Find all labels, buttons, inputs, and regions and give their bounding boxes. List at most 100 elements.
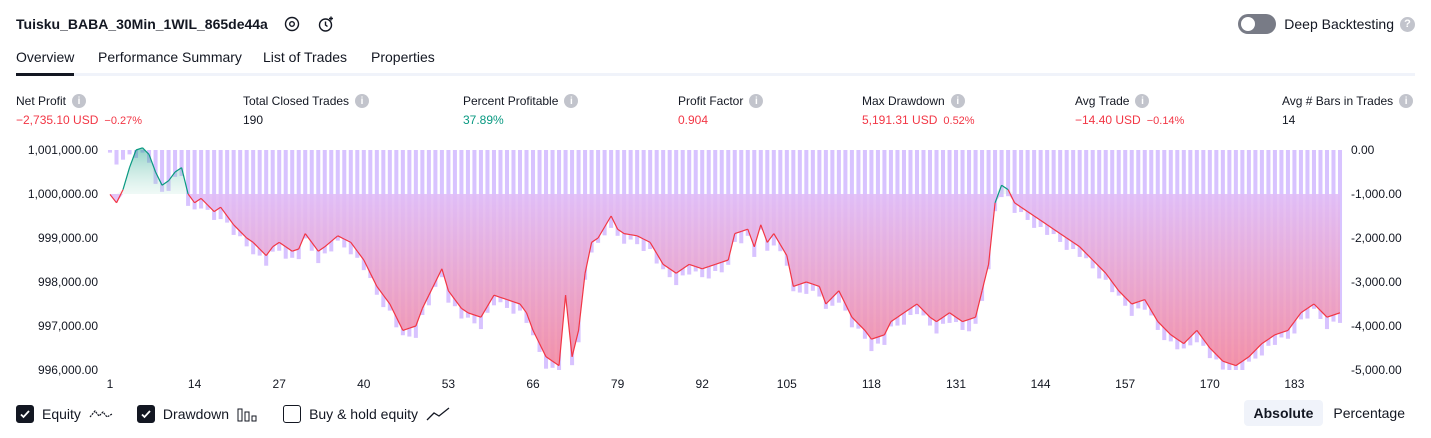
equity-line-segment (350, 242, 358, 252)
mode-percentage-button[interactable]: Percentage (1333, 405, 1405, 421)
add-alert-icon[interactable] (316, 14, 336, 34)
settings-icon[interactable] (282, 14, 302, 34)
equity-line-segment (161, 180, 169, 186)
legend-buy-hold[interactable]: Buy & hold equity (283, 405, 450, 423)
equity-line-segment (1215, 354, 1224, 362)
report-header: Tuisku_BABA_30Min_1WIL_865de44a (16, 12, 336, 36)
equity-line-segment (1098, 266, 1107, 274)
equity-line-segment (454, 299, 462, 309)
equity-line-segment (532, 330, 541, 344)
equity-line-segment (1033, 215, 1041, 221)
right-axis-tick: -1,000.00 (1351, 187, 1402, 201)
mode-absolute-button[interactable]: Absolute (1243, 400, 1324, 426)
stat-profit-factor: Profit Factor i 0.904 (678, 93, 764, 127)
equity-checkbox[interactable] (16, 405, 34, 423)
equity-line-segment (474, 314, 482, 318)
equity-area-above (110, 147, 1340, 194)
value-mode-switch: Absolute Percentage (1243, 400, 1416, 426)
equity-line-segment (1183, 336, 1191, 345)
equity-line-segment (1163, 327, 1172, 336)
strategy-title: Tuisku_BABA_30Min_1WIL_865de44a (16, 16, 268, 32)
info-icon[interactable]: i (564, 94, 579, 108)
equity-line-segment (233, 224, 241, 232)
equity-line-segment (1105, 272, 1113, 283)
drawdown-bar (1045, 150, 1050, 235)
info-icon[interactable]: i (1135, 94, 1150, 108)
equity-line-segment (877, 334, 885, 338)
info-icon[interactable]: i (749, 94, 764, 108)
equity-line-segment (1261, 338, 1269, 345)
x-axis-tick: 170 (1200, 377, 1220, 391)
info-icon[interactable]: i (355, 94, 370, 108)
x-axis-tick: 1 (107, 377, 114, 391)
equity-line-segment (1053, 228, 1061, 235)
max-drawdown-pct: 0.52% (943, 115, 975, 127)
info-icon[interactable]: i (72, 94, 87, 108)
equity-line-segment (962, 318, 970, 323)
equity-line-segment (389, 303, 397, 318)
net-profit-pct: −0.27% (104, 115, 143, 127)
avg-bars-value: 14 (1282, 113, 1296, 127)
legend-equity[interactable]: Equity (16, 405, 113, 423)
equity-line-segment (500, 296, 508, 301)
equity-line-segment (831, 290, 840, 298)
toggle-knob (1241, 17, 1256, 31)
equity-line-segment (1027, 211, 1035, 217)
stat-label: Avg Trade (1075, 94, 1130, 108)
equity-line-segment (356, 250, 365, 261)
deep-backtesting-toggle[interactable] (1238, 14, 1277, 34)
equity-line-segment (1092, 259, 1100, 268)
drawdown-bar (107, 150, 113, 153)
tab-list-of-trades[interactable]: List of Trades (263, 49, 348, 65)
equity-line-segment (1040, 219, 1048, 226)
drawdown-bar (231, 150, 236, 235)
equity-line-segment (949, 312, 957, 318)
drawdown-checkbox[interactable] (136, 405, 155, 423)
equity-line-segment (1222, 360, 1230, 364)
equity-drawdown-chart[interactable]: 1,001,000.00 1,000,000.00 999,000.00 998,00… (0, 140, 1431, 395)
help-icon[interactable]: ? (1400, 16, 1415, 32)
equity-line-segment (844, 303, 853, 318)
drawdown-bar (1025, 150, 1030, 220)
drawdown-bar (166, 150, 171, 191)
equity-line-segment (584, 242, 593, 274)
equity-line-segment (1170, 334, 1178, 340)
tab-overview[interactable]: Overview (16, 49, 75, 76)
equity-line-segment (897, 312, 905, 318)
net-profit-value: −2,735.10 USD (16, 113, 99, 127)
equity-line-segment (292, 248, 299, 252)
buy-hold-checkbox[interactable] (283, 405, 302, 423)
info-icon[interactable]: i (950, 94, 965, 108)
equity-line-segment (597, 226, 606, 239)
equity-line-segment (513, 301, 521, 305)
tab-performance-summary[interactable]: Performance Summary (98, 49, 242, 65)
drawdown-bar (1012, 150, 1017, 213)
equity-line-segment (324, 240, 332, 248)
equity-line-segment (1248, 349, 1256, 358)
stat-label: Profit Factor (678, 94, 744, 108)
equity-line-segment (994, 184, 1003, 204)
tab-properties[interactable]: Properties (371, 49, 435, 65)
equity-line-segment (363, 259, 371, 274)
drawdown-bar (173, 150, 178, 177)
equity-line-segment (923, 310, 931, 318)
equity-line-segment (1209, 347, 1217, 356)
info-icon[interactable]: i (1399, 94, 1414, 108)
equity-line-segment (741, 228, 748, 232)
drawdown-bar (993, 150, 998, 212)
equity-line-segment (1020, 206, 1028, 213)
equity-line-segment (1313, 303, 1321, 312)
equity-line-segment (1189, 329, 1198, 338)
x-axis-tick: 14 (188, 377, 202, 391)
drawdown-bar (212, 150, 217, 220)
legend-drawdown[interactable]: Drawdown (136, 405, 259, 423)
equity-line-segment (1333, 312, 1341, 316)
equity-line-segment (168, 171, 176, 182)
equity-line-segment (519, 303, 527, 314)
equity-line-segment (890, 316, 898, 323)
deep-backtesting-label: Deep Backtesting (1284, 16, 1394, 32)
x-axis-tick: 66 (526, 377, 540, 391)
equity-line-segment (441, 268, 449, 291)
equity-line-segment (910, 303, 918, 309)
equity-line-segment (1124, 296, 1133, 305)
